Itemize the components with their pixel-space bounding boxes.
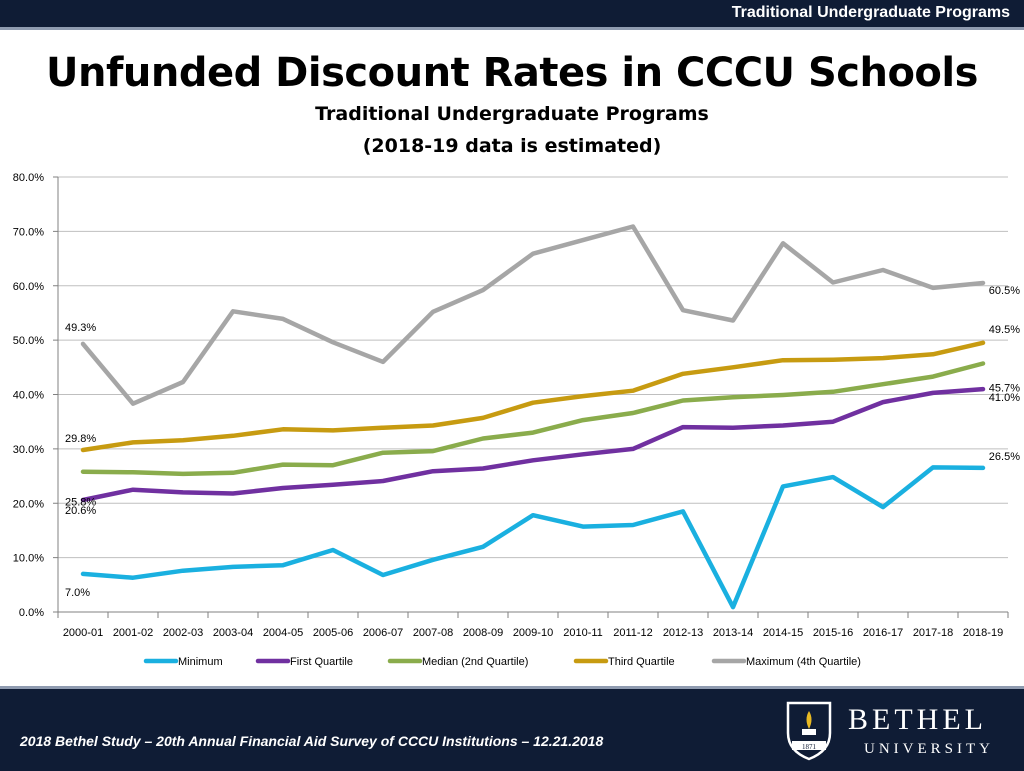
y-tick-label: 70.0% <box>13 226 44 238</box>
data-label-first: 49.3% <box>65 322 96 334</box>
x-tick-label: 2017-18 <box>913 627 953 639</box>
x-tick-label: 2003-04 <box>213 627 253 639</box>
footer-text: 2018 Bethel Study – 20th Annual Financia… <box>20 733 604 749</box>
y-tick-label: 80.0% <box>13 172 44 184</box>
x-tick-label: 2002-03 <box>163 627 203 639</box>
data-label-last: 26.5% <box>989 451 1020 463</box>
x-tick-label: 2015-16 <box>813 627 853 639</box>
line-chart: 0.0% 10.0% 20.0% 30.0% 40.0% 50.0% 60.0% 70.0% 8… <box>13 172 1020 668</box>
x-tick-label: 2016-17 <box>863 627 903 639</box>
legend-label: Minimum <box>178 656 223 668</box>
data-label-first: 25.8% <box>65 497 96 509</box>
data-label-last: 60.5% <box>989 285 1020 297</box>
header-bar: Traditional Undergraduate Programs <box>0 0 1024 30</box>
y-tick-label: 50.0% <box>13 335 44 347</box>
crest-icon: 1871 <box>786 701 832 761</box>
series-line-4 <box>80 224 986 406</box>
data-label-first: 20.6% <box>65 505 96 517</box>
x-tick-label: 2006-07 <box>363 627 403 639</box>
header-label: Traditional Undergraduate Programs <box>731 4 1010 21</box>
x-tick-label: 2005-06 <box>313 627 353 639</box>
legend-label: Maximum (4th Quartile) <box>746 656 861 668</box>
x-tick-label: 2009-10 <box>513 627 553 639</box>
crest-year: 1871 <box>802 743 817 751</box>
bethel-logo: 1871 BETHEL UNIVERSITY <box>784 699 1014 763</box>
x-tick-label: 2000-01 <box>63 627 103 639</box>
x-tick-label: 2007-08 <box>413 627 453 639</box>
x-tick-label: 2008-09 <box>463 627 503 639</box>
x-tick-label: 2012-13 <box>663 627 703 639</box>
data-label-last: 45.7% <box>989 383 1020 395</box>
x-tick-label: 2018-19 <box>963 627 1003 639</box>
x-tick-label: 2011-12 <box>613 627 653 639</box>
series-line-0 <box>80 465 986 610</box>
brand-sub: UNIVERSITY <box>864 741 994 757</box>
legend-label: Third Quartile <box>608 656 675 668</box>
x-tick-label: 2010-11 <box>563 627 603 639</box>
x-tick-label: 2014-15 <box>763 627 803 639</box>
series-line-3 <box>80 340 986 453</box>
y-tick-label: 10.0% <box>13 553 44 565</box>
y-tick-label: 60.0% <box>13 281 44 293</box>
data-label-last: 41.0% <box>989 392 1020 404</box>
series-line-2 <box>80 361 986 477</box>
series-line-1 <box>80 386 986 503</box>
y-tick-label: 30.0% <box>13 444 44 456</box>
y-tick-label: 0.0% <box>19 607 44 619</box>
chart-subtitle: Traditional Undergraduate Programs <box>315 103 709 125</box>
legend-label: Median (2nd Quartile) <box>422 656 528 668</box>
data-label-last: 49.5% <box>989 324 1020 336</box>
data-label-first: 7.0% <box>65 587 90 599</box>
brand-name: BETHEL <box>848 703 987 736</box>
x-tick-label: 2001-02 <box>113 627 153 639</box>
legend-label: First Quartile <box>290 656 353 668</box>
footer-bar: 2018 Bethel Study – 20th Annual Financia… <box>0 686 1024 771</box>
chart-subtitle-note: (2018-19 data is estimated) <box>362 135 662 157</box>
y-tick-label: 40.0% <box>13 390 44 402</box>
x-tick-label: 2013-14 <box>713 627 753 639</box>
x-tick-label: 2004-05 <box>263 627 303 639</box>
chart-title: Unfunded Discount Rates in CCCU Schools <box>46 50 978 96</box>
data-label-first: 29.8% <box>65 433 96 445</box>
y-tick-label: 20.0% <box>13 498 44 510</box>
